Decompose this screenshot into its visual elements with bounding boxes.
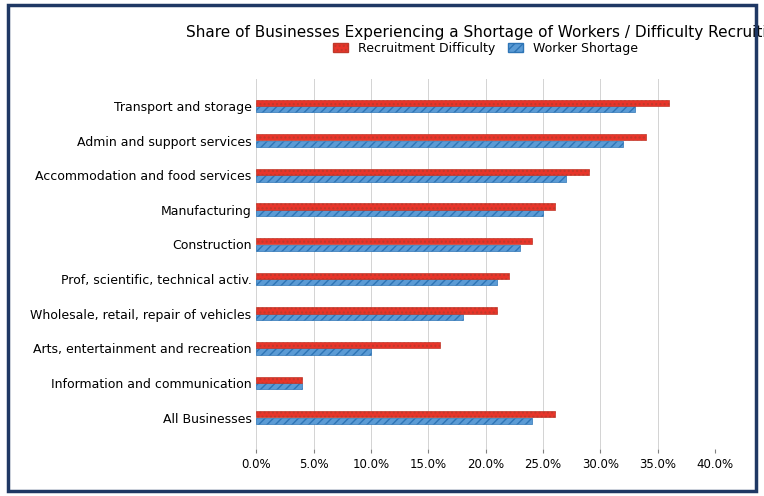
Bar <box>256 314 463 320</box>
Bar <box>256 238 532 245</box>
Bar <box>256 100 669 106</box>
Bar <box>256 175 566 182</box>
Bar <box>256 348 371 355</box>
Legend: Recruitment Difficulty, Worker Shortage: Recruitment Difficulty, Worker Shortage <box>329 37 643 60</box>
Bar <box>256 279 497 285</box>
Bar <box>256 273 509 279</box>
Bar <box>256 203 555 210</box>
Bar <box>256 342 440 348</box>
Bar <box>256 245 520 251</box>
Bar <box>256 106 635 112</box>
Bar <box>256 141 623 147</box>
Bar <box>256 210 543 216</box>
Bar <box>256 383 302 389</box>
Bar <box>256 169 589 175</box>
Bar <box>256 418 532 424</box>
Bar <box>256 376 302 383</box>
Bar <box>256 308 497 313</box>
Title: Share of Businesses Experiencing a Shortage of Workers / Difficulty Recruiting: Share of Businesses Experiencing a Short… <box>186 25 764 40</box>
Bar <box>256 411 555 418</box>
Bar <box>256 134 646 140</box>
